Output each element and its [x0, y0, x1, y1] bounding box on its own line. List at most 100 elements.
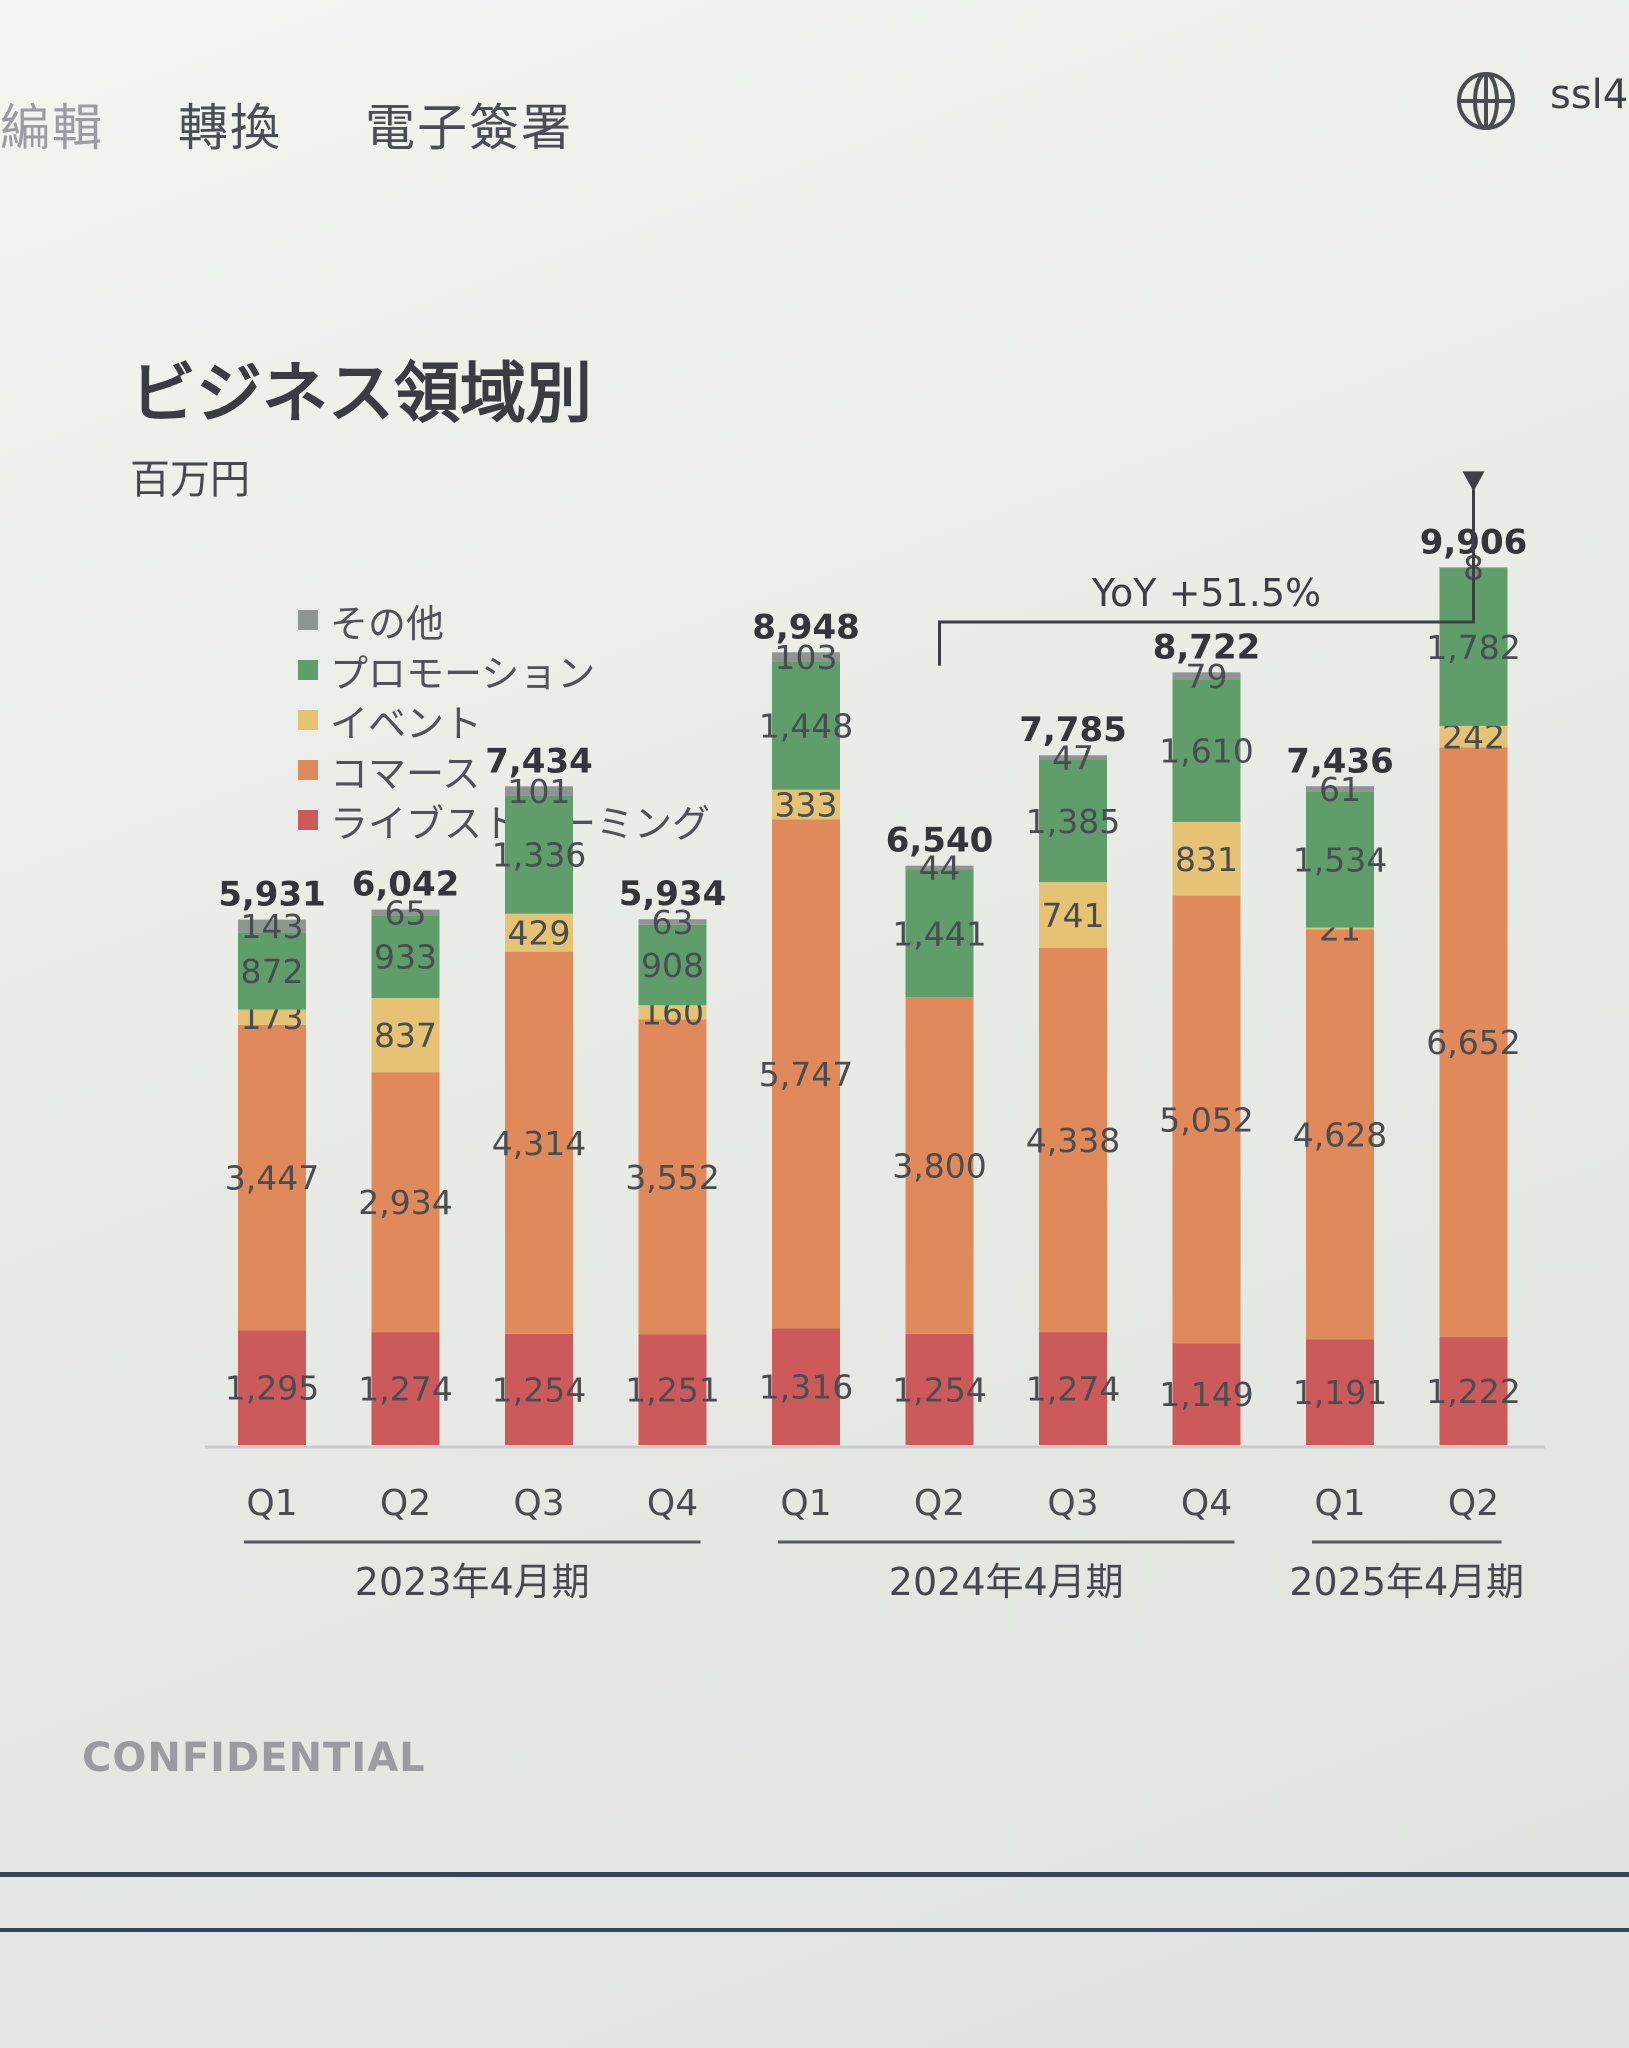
bar-segment [238, 919, 306, 933]
toolbar-convert-tab[interactable]: 轉換 [178, 99, 282, 157]
bar-segment [505, 951, 573, 1334]
group-label: 2025年4月期 [1289, 1560, 1524, 1604]
bar-segment [371, 915, 440, 999]
legend-label: プロモーション [330, 651, 596, 696]
legend-swatch [298, 810, 318, 830]
segment-label: 1,274 [358, 1370, 452, 1409]
bar-segment [638, 1334, 707, 1445]
bar-segment [905, 869, 974, 998]
category-label: Q1 [246, 1483, 297, 1524]
bar-segment [772, 789, 840, 820]
legend-item: その他 [298, 595, 710, 646]
legend-label: コマース [330, 751, 481, 796]
segment-label: 333 [775, 785, 838, 824]
bar-segment [371, 909, 440, 916]
legend-swatch [298, 660, 318, 680]
category-label: Q4 [1181, 1483, 1232, 1524]
total-label: 6,042 [352, 865, 460, 905]
bar-segment [505, 1333, 573, 1445]
segment-label: 5,052 [1159, 1100, 1253, 1139]
bar-segment [1172, 1343, 1241, 1445]
bar-segment [1172, 679, 1241, 822]
total-label: 7,434 [485, 741, 593, 781]
segment-label: 1,448 [759, 707, 853, 746]
segment-label: 44 [919, 849, 961, 888]
total-label: 5,934 [619, 874, 727, 914]
bar-segment [1039, 1332, 1107, 1445]
total-label: 6,540 [886, 821, 994, 861]
segment-label: 65 [385, 893, 427, 932]
category-label: Q1 [1314, 1483, 1365, 1524]
segment-label: 101 [508, 772, 571, 811]
toolbar-esign-tab[interactable]: 電子簽署 [365, 99, 573, 157]
bar-segment [238, 1024, 306, 1331]
segment-label: 3,447 [225, 1159, 319, 1198]
category-label: Q4 [647, 1483, 698, 1524]
total-label: 7,785 [1019, 710, 1127, 750]
bar-segment [1306, 791, 1374, 928]
bar-segment [1039, 882, 1107, 948]
legend-swatch [298, 610, 318, 630]
legend-item: イベント [298, 695, 710, 746]
bar-segment [505, 913, 573, 952]
globe-icon[interactable] [1455, 70, 1517, 132]
total-label: 8,722 [1153, 627, 1261, 667]
segment-label: 2,934 [358, 1183, 452, 1222]
bar-segment [638, 924, 707, 1006]
group-label: 2023年4月期 [355, 1560, 590, 1604]
bar-segment [1439, 747, 1508, 1337]
bar-segment [505, 786, 573, 796]
segment-label: 1,295 [225, 1369, 319, 1408]
bar-segment [1306, 927, 1374, 930]
bar-segment [772, 661, 840, 790]
segment-label: 4,628 [1293, 1115, 1387, 1154]
segment-label: 908 [641, 946, 704, 985]
bar-segment [772, 819, 840, 1329]
bar-segment [1306, 1339, 1374, 1445]
segment-label: 1,441 [892, 914, 986, 953]
segment-label: 1,274 [1026, 1370, 1120, 1409]
segment-label: 1,254 [892, 1370, 986, 1409]
bar-segment [1039, 759, 1107, 883]
segment-label: 741 [1042, 896, 1105, 935]
yoy-arrow-head [1462, 471, 1485, 492]
bar-segment [905, 865, 974, 870]
bar-segment [1439, 1336, 1508, 1445]
bar-segment [1439, 725, 1508, 748]
segment-label: 1,534 [1293, 841, 1387, 880]
host-label: ssl4. [1550, 72, 1629, 118]
top-toolbar: 編輯 轉換 電子簽署 [0, 60, 1629, 180]
yoy-arrow-line [938, 489, 1475, 666]
bar-segment [905, 1333, 974, 1445]
bar-segment [1039, 947, 1107, 1333]
segment-label: 1,782 [1426, 628, 1520, 667]
category-label: Q2 [380, 1483, 431, 1524]
segment-label: 4,338 [1026, 1121, 1120, 1160]
bottom-divider-1 [0, 1872, 1629, 1877]
segment-label: 1,251 [625, 1371, 719, 1410]
segment-label: 5,747 [759, 1055, 853, 1094]
bar-segment [1306, 929, 1374, 1340]
total-label: 8,948 [752, 607, 860, 647]
legend-swatch [298, 760, 318, 780]
segment-label: 47 [1052, 738, 1094, 777]
legend-item: コマース [298, 745, 710, 796]
bar-segment [1306, 786, 1374, 792]
segment-label: 1,336 [492, 835, 586, 874]
category-label: Q2 [914, 1483, 965, 1524]
segment-label: 831 [1175, 840, 1238, 879]
confidential-footer: CONFIDENTIAL [82, 1735, 426, 1781]
bar-segment [238, 1330, 306, 1445]
segment-label: 61 [1319, 770, 1361, 809]
segment-label: 837 [374, 1016, 437, 1055]
total-label: 7,436 [1286, 741, 1394, 781]
segment-label: 79 [1186, 657, 1228, 696]
bar-segment [238, 1009, 306, 1025]
bar-segment [505, 795, 573, 914]
bar-segment [1172, 821, 1241, 896]
segment-label: 1,254 [492, 1370, 586, 1409]
group-label: 2024年4月期 [889, 1560, 1124, 1604]
segment-label: 3,552 [625, 1158, 719, 1197]
toolbar-edit-tab[interactable]: 編輯 [0, 99, 104, 157]
segment-label: 1,316 [759, 1368, 853, 1407]
